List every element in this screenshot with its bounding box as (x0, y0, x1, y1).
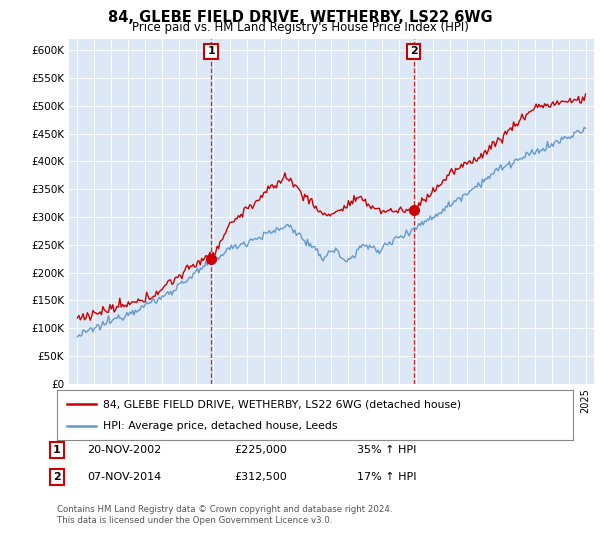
Text: 07-NOV-2014: 07-NOV-2014 (87, 472, 161, 482)
Text: £225,000: £225,000 (234, 445, 287, 455)
Text: Price paid vs. HM Land Registry's House Price Index (HPI): Price paid vs. HM Land Registry's House … (131, 21, 469, 34)
Text: HPI: Average price, detached house, Leeds: HPI: Average price, detached house, Leed… (103, 421, 338, 431)
Text: 17% ↑ HPI: 17% ↑ HPI (357, 472, 416, 482)
Text: 84, GLEBE FIELD DRIVE, WETHERBY, LS22 6WG (detached house): 84, GLEBE FIELD DRIVE, WETHERBY, LS22 6W… (103, 399, 461, 409)
Text: Contains HM Land Registry data © Crown copyright and database right 2024.
This d: Contains HM Land Registry data © Crown c… (57, 505, 392, 525)
Text: 1: 1 (207, 46, 215, 57)
Text: 35% ↑ HPI: 35% ↑ HPI (357, 445, 416, 455)
Text: 1: 1 (53, 445, 61, 455)
Text: 84, GLEBE FIELD DRIVE, WETHERBY, LS22 6WG: 84, GLEBE FIELD DRIVE, WETHERBY, LS22 6W… (107, 10, 493, 25)
Text: 20-NOV-2002: 20-NOV-2002 (87, 445, 161, 455)
Text: 2: 2 (410, 46, 418, 57)
Text: £312,500: £312,500 (234, 472, 287, 482)
Text: 2: 2 (53, 472, 61, 482)
